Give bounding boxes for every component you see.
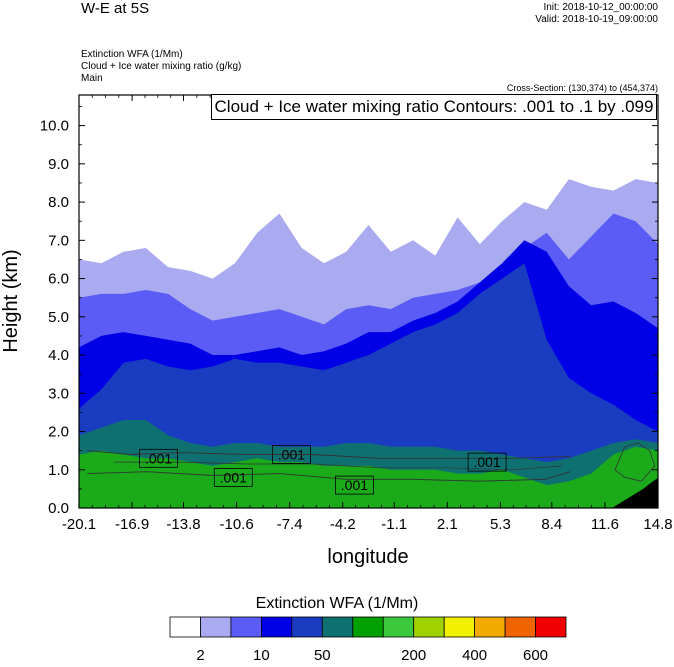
y-tick-label-7: 7.0 — [48, 232, 69, 249]
colorbar-swatch-3 — [260, 616, 293, 638]
contour-label-4: .001 — [473, 454, 500, 470]
x-tick-label-2: -13.8 — [166, 516, 200, 533]
page-title: W-E at 5S — [81, 0, 150, 17]
colorbar-label-3: 200 — [401, 647, 426, 664]
contour-label-0: .001 — [145, 450, 172, 466]
x-tick-label-4: -7.4 — [277, 516, 303, 533]
contour-label-1: .001 — [278, 447, 305, 463]
x-tick-label-6: -1.1 — [381, 516, 407, 533]
colorbar-title: Extinction WFA (1/Mm) — [255, 595, 419, 612]
valid-time: Valid: 2018-10-19_09:00:00 — [535, 14, 658, 25]
y-tick-label-2: 2.0 — [48, 424, 69, 441]
y-tick-label-8: 8.0 — [48, 194, 69, 211]
colorbar-swatch-2 — [230, 616, 262, 638]
contour-line-east — [614, 442, 656, 482]
cross-section-label: Cross-Section: (130,374) to (454,374) — [506, 83, 658, 93]
colorbar-swatch-4 — [291, 616, 323, 638]
contour-info-box: Cloud + Ice water mixing ratio Contours:… — [211, 94, 657, 120]
terrain-shape — [612, 478, 658, 508]
y-tick-label-0: 0.0 — [48, 500, 69, 517]
contour-line-upper — [87, 450, 571, 459]
x-tick-label-8: 5.3 — [490, 516, 511, 533]
contour-label-box-1 — [271, 445, 311, 464]
contour-label-box-3 — [334, 475, 374, 495]
contour-line-mid — [113, 461, 562, 471]
contour-label-3: .001 — [341, 477, 368, 493]
contour-label-box-0 — [139, 448, 179, 468]
colorbar-label-4: 400 — [462, 647, 487, 664]
y-tick-label-6: 6.0 — [48, 271, 69, 288]
colorbar-swatch-12 — [535, 616, 567, 638]
init-time: Init: 2018-10-12_00:00:00 — [543, 2, 658, 13]
subtitle-extinction: Extinction WFA (1/Mm) — [81, 49, 183, 60]
x-tick-label-5: -4.2 — [330, 516, 356, 533]
contour-line-lower — [87, 471, 571, 482]
subtitle-mixing-ratio: Cloud + Ice water mixing ratio (g/kg) — [81, 61, 242, 72]
contour-label-2: .001 — [220, 469, 247, 485]
colorbar-swatch-1 — [200, 616, 232, 638]
colorbar: 2 10 50 200 400 600 — [169, 616, 567, 664]
colorbar-swatch-6 — [352, 616, 384, 638]
y-tick-label-10: 10.0 — [40, 118, 69, 135]
x-tick-label-9: 8.4 — [541, 516, 562, 533]
colorbar-swatch-7 — [382, 616, 415, 638]
x-tick-label-10: 11.6 — [591, 516, 619, 533]
colorbar-swatch-9 — [443, 616, 476, 638]
y-axis-label: Height (km) — [0, 249, 22, 352]
colorbar-label-2: 50 — [314, 647, 331, 664]
colorbar-swatch-8 — [413, 616, 445, 638]
contour-label-box-4 — [467, 452, 507, 472]
contour-label-box-2 — [213, 467, 253, 487]
x-axis-label: longitude — [327, 546, 408, 568]
y-tick-label-3: 3.0 — [48, 385, 69, 402]
subtitle-domain: Main — [81, 73, 103, 84]
colorbar-label-1: 10 — [253, 647, 270, 664]
y-tick-label-9: 9.0 — [48, 156, 69, 173]
x-tick-label-7: 2.1 — [437, 516, 458, 533]
colorbar-swatch-0 — [169, 616, 201, 638]
colorbar-swatch-10 — [474, 616, 506, 638]
colorbar-swatch-5 — [321, 616, 354, 638]
colorbar-label-5: 600 — [523, 647, 548, 664]
colorbar-label-0: 2 — [196, 647, 204, 664]
extinction-fill-layer — [79, 179, 658, 508]
extinction-band-5 — [79, 446, 658, 508]
x-tick-label-0: -20.1 — [62, 516, 96, 533]
y-tick-label-4: 4.0 — [48, 347, 69, 364]
mixing-ratio-contours: .001 .001 .001 .001 .001 — [87, 442, 656, 495]
y-tick-label-5: 5.0 — [48, 309, 69, 326]
x-tick-label-11: 14.8 — [643, 516, 672, 533]
colorbar-swatch-11 — [504, 616, 537, 638]
x-tick-label-3: -10.6 — [220, 516, 254, 533]
y-tick-label-1: 1.0 — [48, 462, 69, 479]
x-tick-label-1: -16.9 — [115, 516, 149, 533]
